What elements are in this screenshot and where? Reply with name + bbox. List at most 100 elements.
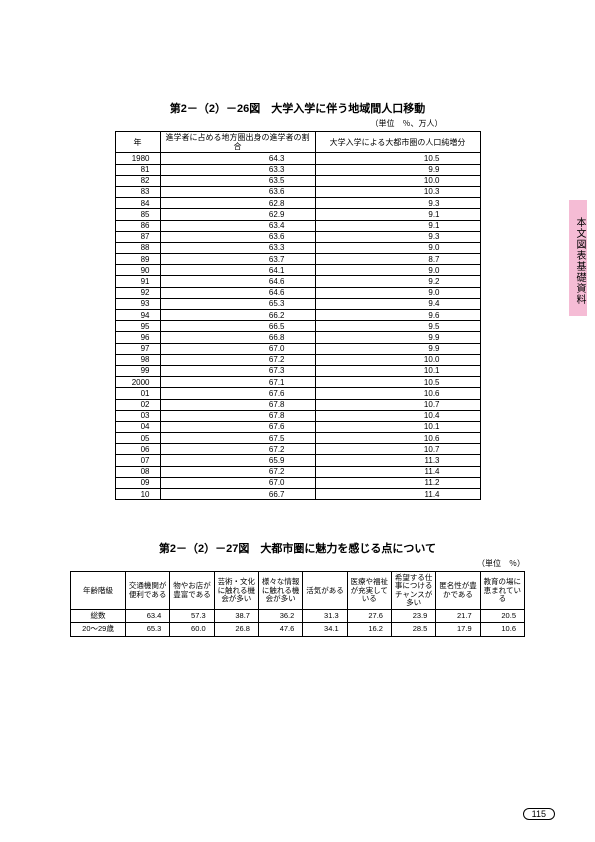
table-cell: 10.0: [315, 354, 480, 365]
table-cell: 94: [115, 310, 160, 321]
table-row: 9666.89.9: [115, 332, 480, 343]
table-row: 200067.110.5: [115, 377, 480, 388]
table-cell: 9.0: [315, 287, 480, 298]
table-row: 9466.29.6: [115, 310, 480, 321]
table-row: 198064.310.5: [115, 153, 480, 164]
table-cell: 17.9: [436, 623, 480, 636]
table-row: 9566.59.5: [115, 321, 480, 332]
table-row: 8363.610.3: [115, 186, 480, 197]
table-cell: 20～29歳: [71, 623, 126, 636]
table-cell: 57.3: [170, 610, 214, 623]
table-cell: 89: [115, 254, 160, 265]
table-cell: 28.5: [391, 623, 435, 636]
table-row: 8163.39.9: [115, 164, 480, 175]
table-row: 8863.39.0: [115, 242, 480, 253]
table2-head-1: 交通機関が便利である: [126, 572, 170, 610]
table-cell: 9.4: [315, 298, 480, 309]
table-cell: 62.8: [160, 198, 315, 209]
table-cell: 10.4: [315, 410, 480, 421]
table-cell: 9.6: [315, 310, 480, 321]
table-cell: 16.2: [347, 623, 391, 636]
table-row: 9767.09.9: [115, 343, 480, 354]
table-cell: 10.5: [315, 153, 480, 164]
table1-head-0: 年: [115, 132, 160, 153]
table2-head-3: 芸術・文化に触れる機会が多い: [214, 572, 258, 610]
table-cell: 20.5: [480, 610, 524, 623]
table-cell: 91: [115, 276, 160, 287]
table-cell: 10: [115, 489, 160, 500]
table-row: 9867.210.0: [115, 354, 480, 365]
table-cell: 83: [115, 186, 160, 197]
table1-head-2: 大学入学による大都市圏の人口純増分: [315, 132, 480, 153]
table-row: 0667.210.7: [115, 444, 480, 455]
table-cell: 10.1: [315, 365, 480, 376]
table-row: 0967.011.2: [115, 477, 480, 488]
table-cell: 86: [115, 220, 160, 231]
table-cell: 93: [115, 298, 160, 309]
table-cell: 10.1: [315, 421, 480, 432]
page-content: 第2－（2）－26図 大学入学に伴う地域間人口移動 （単位 ％、万人） 年 進学…: [0, 0, 595, 637]
table-cell: 05: [115, 433, 160, 444]
table-cell: 67.2: [160, 444, 315, 455]
table-cell: 81: [115, 164, 160, 175]
table-cell: 66.2: [160, 310, 315, 321]
table-cell: 66.8: [160, 332, 315, 343]
table2-head-9: 教育の場に恵まれている: [480, 572, 524, 610]
table1-title: 第2－（2）－26図 大学入学に伴う地域間人口移動: [70, 100, 525, 116]
table-cell: 27.6: [347, 610, 391, 623]
table-cell: 47.6: [258, 623, 302, 636]
table-cell: 95: [115, 321, 160, 332]
table-row: 総数63.457.338.736.231.327.623.921.720.5: [71, 610, 525, 623]
table-cell: 1980: [115, 153, 160, 164]
table-cell: 9.9: [315, 164, 480, 175]
table-cell: 63.5: [160, 175, 315, 186]
table-cell: 84: [115, 198, 160, 209]
table-cell: 64.1: [160, 265, 315, 276]
table-row: 0467.610.1: [115, 421, 480, 432]
table-cell: 63.7: [160, 254, 315, 265]
table-cell: 64.3: [160, 153, 315, 164]
table2-head-5: 活気がある: [303, 572, 347, 610]
table-cell: 85: [115, 209, 160, 220]
table-cell: 10.7: [315, 399, 480, 410]
table-cell: 64.6: [160, 287, 315, 298]
table-cell: 34.1: [303, 623, 347, 636]
table-cell: 67.0: [160, 477, 315, 488]
table-row: 0367.810.4: [115, 410, 480, 421]
table2: 年齢階級交通機関が便利である物やお店が豊富である芸術・文化に触れる機会が多い様々…: [70, 571, 525, 637]
table-cell: 67.3: [160, 365, 315, 376]
table-row: 9967.310.1: [115, 365, 480, 376]
table-cell: 65.3: [126, 623, 170, 636]
table-cell: 62.9: [160, 209, 315, 220]
table-cell: 63.6: [160, 231, 315, 242]
table-cell: 63.3: [160, 242, 315, 253]
table-cell: 66.5: [160, 321, 315, 332]
table-cell: 88: [115, 242, 160, 253]
table-cell: 9.3: [315, 198, 480, 209]
table-cell: 10.3: [315, 186, 480, 197]
table-cell: 63.6: [160, 186, 315, 197]
table-cell: 65.3: [160, 298, 315, 309]
table-cell: 9.9: [315, 332, 480, 343]
table-cell: 63.4: [126, 610, 170, 623]
table-cell: 9.2: [315, 276, 480, 287]
table-row: 9365.39.4: [115, 298, 480, 309]
table-cell: 06: [115, 444, 160, 455]
table-cell: 63.3: [160, 164, 315, 175]
table-cell: 10.7: [315, 444, 480, 455]
table-cell: 65.9: [160, 455, 315, 466]
table-cell: 31.3: [303, 610, 347, 623]
table-cell: 67.6: [160, 388, 315, 399]
table-cell: 8.7: [315, 254, 480, 265]
table-cell: 11.3: [315, 455, 480, 466]
table-cell: 9.9: [315, 343, 480, 354]
table-cell: 9.0: [315, 265, 480, 276]
table1: 年 進学者に占める地方圏出身の進学者の割合 大学入学による大都市圏の人口純増分 …: [115, 131, 481, 500]
table-row: 9064.19.0: [115, 265, 480, 276]
table-cell: 96: [115, 332, 160, 343]
table-row: 0765.911.3: [115, 455, 480, 466]
table-row: 0167.610.6: [115, 388, 480, 399]
table-cell: 92: [115, 287, 160, 298]
table-row: 8263.510.0: [115, 175, 480, 186]
table-cell: 97: [115, 343, 160, 354]
